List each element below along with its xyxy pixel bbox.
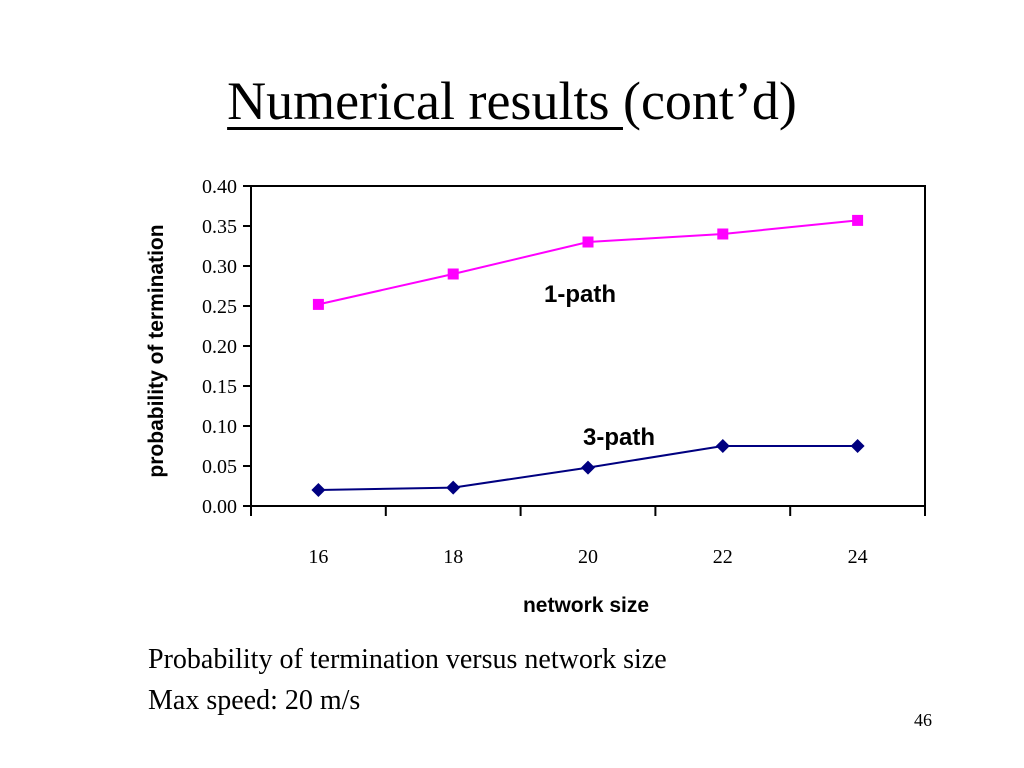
plot-area-frame (250, 185, 926, 507)
x-axis-title: network size (523, 594, 649, 617)
x-tick-label: 18 (443, 546, 463, 568)
y-tick-label: 0.30 (202, 256, 237, 278)
data-point-3-path (850, 439, 865, 453)
data-point-3-path (446, 480, 461, 495)
data-point-1-path (447, 268, 459, 280)
data-point-1-path (717, 228, 729, 240)
data-point-3-path (715, 439, 730, 453)
data-point-1-path (312, 298, 324, 310)
series-label-1-path: 1-path (544, 281, 616, 308)
slide-title-main: Numerical results (227, 71, 623, 131)
y-tick-label: 0.25 (202, 296, 237, 318)
y-axis-title: probability of termination (145, 224, 168, 477)
data-point-1-path (582, 236, 594, 248)
y-tick-label: 0.40 (202, 176, 237, 198)
x-axis-ticks: 16 18 20 22 24 (250, 506, 926, 568)
data-point-1-path (852, 214, 864, 226)
caption-line-1: Probability of termination versus networ… (148, 644, 667, 675)
x-tick-label: 16 (308, 546, 328, 568)
y-tick-label: 0.15 (202, 376, 237, 398)
y-tick-label: 0.35 (202, 216, 237, 238)
page-number: 46 (914, 710, 932, 730)
data-point-3-path (311, 483, 326, 497)
x-tick-label: 22 (713, 546, 733, 568)
data-point-3-path (581, 460, 595, 475)
caption-line-2: Max speed: 20 m/s (148, 685, 361, 716)
slide-title: Numerical results (cont’d) (0, 66, 1024, 136)
y-tick-label: 0.10 (202, 416, 237, 438)
y-tick-label: 0.05 (202, 456, 237, 478)
x-tick-label: 24 (848, 546, 868, 568)
slide-title-suffix: (cont’d) (622, 71, 797, 131)
y-tick-label: 0.00 (202, 496, 237, 518)
x-tick-label: 20 (578, 546, 598, 568)
series-layer (311, 214, 865, 497)
y-tick-label: 0.20 (202, 336, 237, 358)
series-label-3-path: 3-path (583, 424, 655, 451)
y-axis-ticks: 0.00 0.05 0.10 0.15 0.20 0.25 0.30 0.35 0.40 (202, 176, 251, 518)
